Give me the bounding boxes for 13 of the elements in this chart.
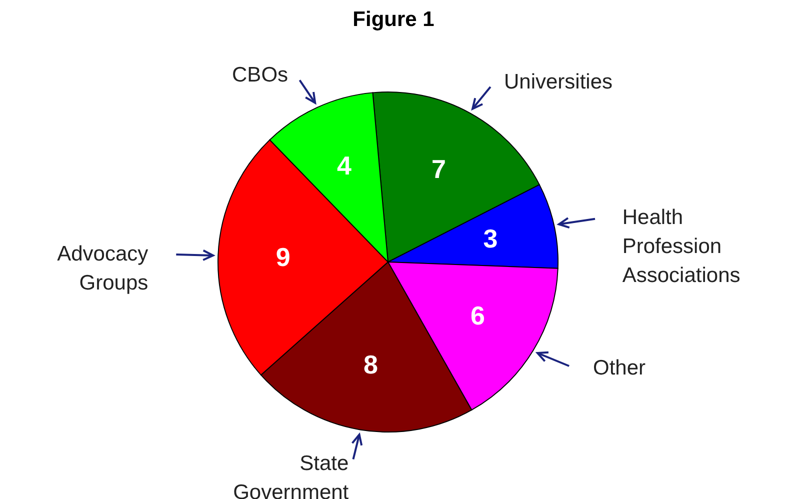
chart-title: Figure 1 bbox=[352, 8, 435, 31]
slice-label: Universities bbox=[504, 70, 613, 94]
data-label: 4 bbox=[337, 150, 352, 181]
slice-label: Other bbox=[593, 356, 646, 380]
data-label: 7 bbox=[432, 154, 446, 184]
slice-label: Advocacy Groups bbox=[57, 242, 149, 294]
slice-label: CBOs bbox=[232, 64, 288, 87]
data-label: 3 bbox=[483, 223, 498, 254]
data-label: 6 bbox=[470, 300, 485, 331]
slice-label: State Government bbox=[233, 452, 349, 499]
slice-label: Health Profession Associations bbox=[622, 206, 740, 287]
data-label: 8 bbox=[364, 350, 378, 380]
data-label: 9 bbox=[276, 242, 290, 272]
